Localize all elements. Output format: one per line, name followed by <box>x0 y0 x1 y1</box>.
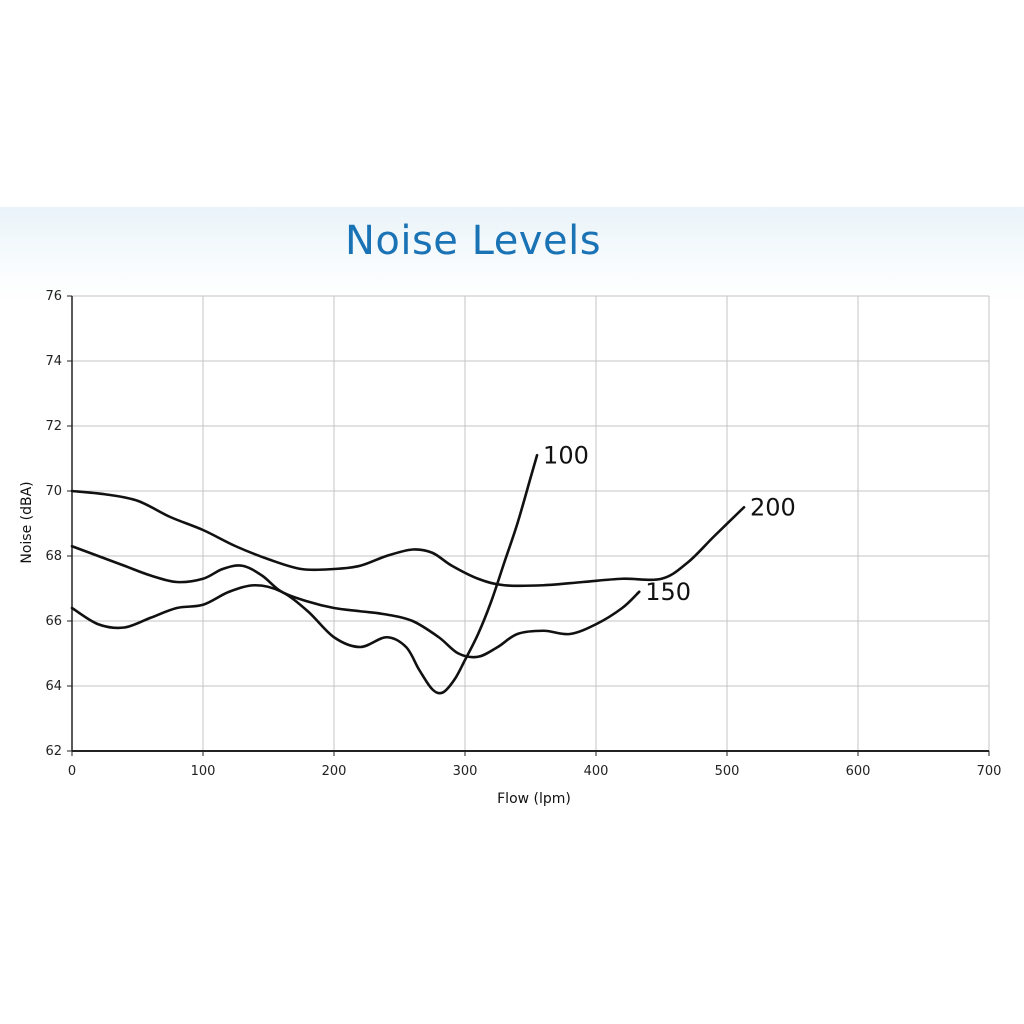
y-tick-label-72: 72 <box>45 419 62 434</box>
series-line-200 <box>70 489 746 588</box>
series-label-150: 150 <box>645 578 691 606</box>
y-tick-label-68: 68 <box>45 549 62 564</box>
x-tick-label-700: 700 <box>977 764 1002 779</box>
y-axis-title: Noise (dBA) <box>19 481 35 563</box>
title-band <box>0 207 1024 302</box>
axes <box>67 295 990 756</box>
chart-title: Noise Levels <box>344 218 602 264</box>
series-lines <box>70 453 746 695</box>
y-tick-label-64: 64 <box>45 679 62 694</box>
grid-lines <box>72 295 990 751</box>
series-label-100: 100 <box>543 441 589 469</box>
x-tick-label-0: 0 <box>68 764 76 779</box>
x-tick-label-600: 600 <box>846 764 871 779</box>
y-tick-label-66: 66 <box>45 614 62 629</box>
series-line-150 <box>70 544 641 659</box>
x-tick-label-500: 500 <box>715 764 740 779</box>
x-tick-label-200: 200 <box>322 764 347 779</box>
y-tick-label-62: 62 <box>45 744 62 759</box>
series-labels: 100 150 200 <box>543 441 796 606</box>
y-tick-label-76: 76 <box>45 289 62 304</box>
x-axis-title: Flow (lpm) <box>497 791 571 807</box>
y-tick-label-70: 70 <box>45 484 62 499</box>
x-tick-label-400: 400 <box>584 764 609 779</box>
x-tick-label-100: 100 <box>191 764 216 779</box>
tick-labels: 0 100 200 300 400 500 600 700 62 64 66 68 70 72 74 76 <box>45 289 1001 779</box>
series-line-100 <box>70 453 539 695</box>
x-tick-label-300: 300 <box>453 764 478 779</box>
series-label-200: 200 <box>750 493 796 521</box>
y-tick-label-74: 74 <box>45 354 62 369</box>
